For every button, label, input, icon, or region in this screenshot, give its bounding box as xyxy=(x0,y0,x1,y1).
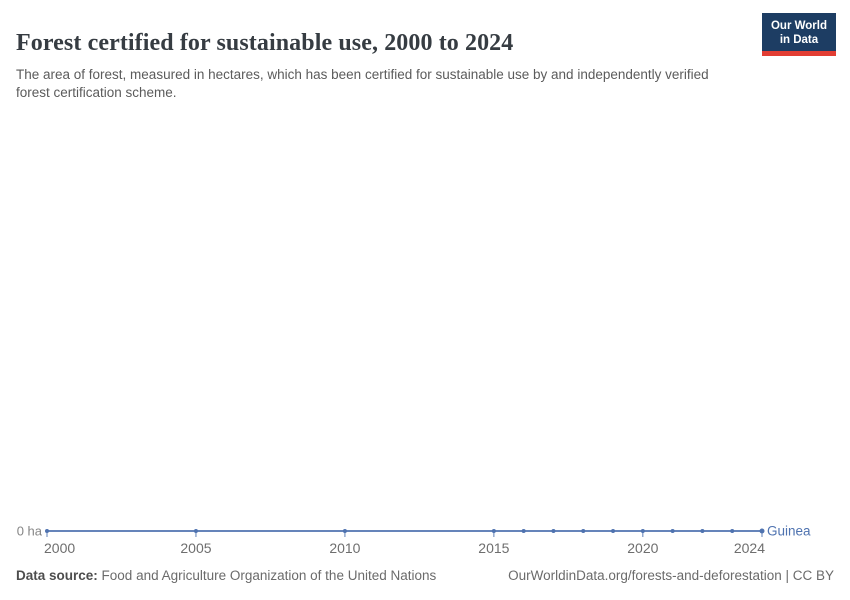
credit-line: OurWorldinData.org/forests-and-deforesta… xyxy=(508,568,834,583)
svg-text:Guinea: Guinea xyxy=(767,524,811,539)
svg-text:2010: 2010 xyxy=(329,540,360,556)
svg-text:0 ha: 0 ha xyxy=(17,524,43,539)
svg-text:2024: 2024 xyxy=(734,540,765,556)
chart-footer: Data source: Food and Agriculture Organi… xyxy=(16,568,834,583)
page-title: Forest certified for sustainable use, 20… xyxy=(16,30,514,57)
data-source-value: Food and Agriculture Organization of the… xyxy=(101,568,437,583)
data-source-label: Data source: xyxy=(16,568,98,583)
svg-text:2020: 2020 xyxy=(627,540,658,556)
chart-subtitle: The area of forest, measured in hectares… xyxy=(16,66,709,100)
owid-logo: Our World in Data xyxy=(761,13,836,57)
data-source: Data source: Food and Agriculture Organi… xyxy=(16,568,436,583)
svg-text:2015: 2015 xyxy=(478,540,509,556)
svg-text:2000: 2000 xyxy=(44,540,75,556)
owid-logo-line1: Our World xyxy=(770,20,827,32)
owid-logo-line2: in Data xyxy=(779,34,819,47)
svg-text:2005: 2005 xyxy=(180,540,211,556)
